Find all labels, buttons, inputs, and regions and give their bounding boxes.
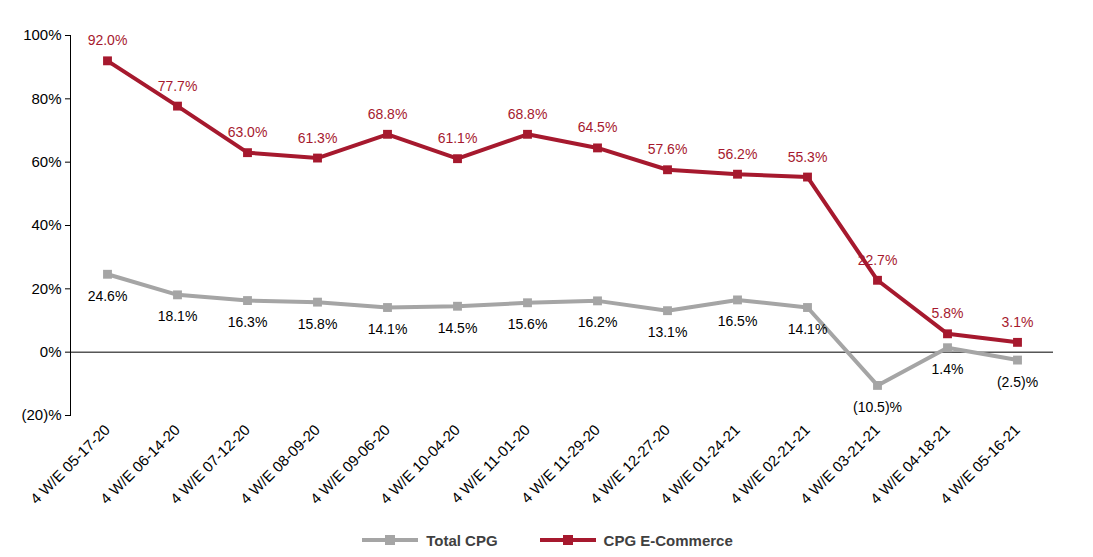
svg-text:4 W/E 04-18-21: 4 W/E 04-18-21: [866, 420, 953, 508]
svg-text:16.3%: 16.3%: [228, 314, 268, 330]
svg-text:4 W/E 10-04-20: 4 W/E 10-04-20: [376, 420, 463, 508]
svg-text:14.1%: 14.1%: [788, 321, 828, 337]
svg-text:4 W/E 02-21-21: 4 W/E 02-21-21: [726, 420, 813, 508]
svg-text:63.0%: 63.0%: [228, 124, 268, 140]
svg-text:4 W/E 08-09-20: 4 W/E 08-09-20: [236, 420, 323, 508]
svg-text:22.7%: 22.7%: [858, 252, 898, 268]
svg-text:4 W/E 01-24-21: 4 W/E 01-24-21: [656, 420, 743, 508]
html-text:CPG E-Commerce: CPG E-Commerce: [603, 531, 733, 549]
svg-text:16.2%: 16.2%: [578, 314, 618, 330]
svg-text:15.8%: 15.8%: [298, 316, 338, 332]
svg-text:68.8%: 68.8%: [508, 106, 548, 122]
svg-text:80%: 80%: [31, 90, 61, 107]
svg-text:0%: 0%: [40, 343, 62, 360]
svg-text:20%: 20%: [31, 280, 61, 297]
svg-text:100%: 100%: [23, 26, 61, 43]
svg-text:18.1%: 18.1%: [158, 308, 198, 324]
svg-text:61.3%: 61.3%: [298, 130, 338, 146]
svg-text:(2.5)%: (2.5)%: [997, 374, 1038, 390]
svg-text:4 W/E 11-01-20: 4 W/E 11-01-20: [447, 420, 533, 507]
svg-text:24.6%: 24.6%: [88, 288, 128, 304]
svg-text:1.4%: 1.4%: [932, 361, 964, 377]
svg-text:92.0%: 92.0%: [88, 32, 128, 48]
svg-text:77.7%: 77.7%: [158, 78, 198, 94]
svg-text:15.6%: 15.6%: [508, 316, 548, 332]
html-text:Total CPG: Total CPG: [426, 531, 498, 549]
svg-text:4 W/E 12-27-20: 4 W/E 12-27-20: [586, 420, 673, 508]
svg-text:(20)%: (20)%: [21, 406, 61, 423]
svg-text:5.8%: 5.8%: [932, 305, 964, 321]
svg-text:4 W/E 06-14-20: 4 W/E 06-14-20: [96, 420, 183, 508]
svg-text:68.8%: 68.8%: [368, 106, 408, 122]
svg-text:16.5%: 16.5%: [718, 313, 758, 329]
svg-text:4 W/E 03-21-21: 4 W/E 03-21-21: [796, 420, 883, 508]
svg-text:14.5%: 14.5%: [438, 320, 478, 336]
svg-text:13.1%: 13.1%: [648, 324, 688, 340]
svg-text:(10.5)%: (10.5)%: [853, 399, 902, 415]
svg-text:61.1%: 61.1%: [438, 130, 478, 146]
svg-text:4 W/E 05-16-21: 4 W/E 05-16-21: [937, 421, 1023, 507]
svg-text:3.1%: 3.1%: [1002, 314, 1034, 330]
svg-text:4 W/E 09-06-20: 4 W/E 09-06-20: [306, 420, 393, 508]
svg-text:60%: 60%: [31, 153, 61, 170]
svg-text:40%: 40%: [31, 216, 61, 233]
svg-text:4 W/E 07-12-20: 4 W/E 07-12-20: [166, 420, 253, 508]
svg-text:14.1%: 14.1%: [368, 321, 408, 337]
svg-text:4 W/E 11-29-20: 4 W/E 11-29-20: [517, 420, 603, 507]
svg-text:55.3%: 55.3%: [788, 149, 828, 165]
svg-text:56.2%: 56.2%: [718, 146, 758, 162]
svg-text:4 W/E 05-17-20: 4 W/E 05-17-20: [26, 420, 113, 508]
svg-text:57.6%: 57.6%: [648, 141, 688, 157]
svg-text:64.5%: 64.5%: [578, 119, 618, 135]
